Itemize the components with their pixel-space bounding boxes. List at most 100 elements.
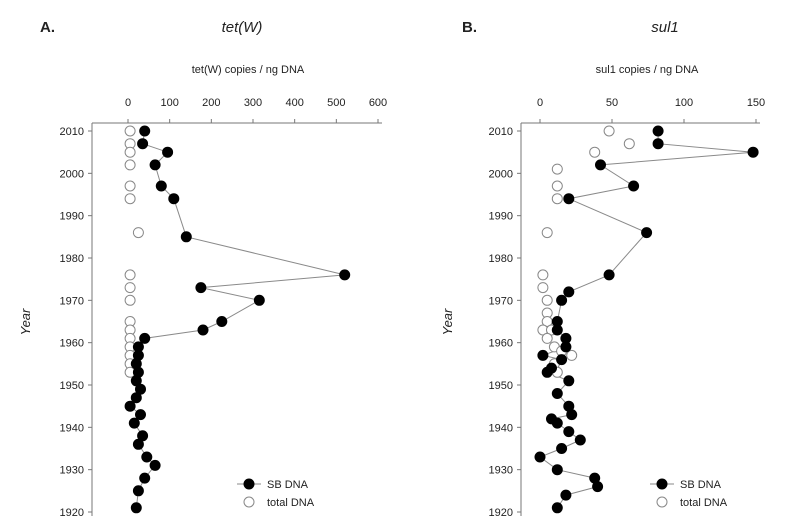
data-point-sb-dna bbox=[629, 181, 639, 191]
data-point-sb-dna bbox=[552, 325, 562, 335]
data-point-total-dna bbox=[125, 194, 135, 204]
x-tick-label: 100 bbox=[160, 97, 178, 109]
data-point-sb-dna bbox=[156, 181, 166, 191]
data-point-total-dna bbox=[567, 350, 577, 360]
data-point-sb-dna bbox=[140, 333, 150, 343]
y-tick-label: 1980 bbox=[60, 253, 84, 265]
panel-b-x-axis-title: sul1 copies / ng DNA bbox=[596, 64, 699, 76]
data-point-sb-dna bbox=[567, 410, 577, 420]
data-point-total-dna bbox=[125, 295, 135, 305]
legend-marker-total-dna bbox=[244, 497, 254, 507]
data-point-sb-dna bbox=[564, 427, 574, 437]
panel-a-letter: A. bbox=[40, 19, 55, 36]
data-point-total-dna bbox=[542, 228, 552, 238]
panel-b-plot: 0 50 100 150 1920 1930 1940 1950 1960 1970 1980 199… bbox=[489, 97, 766, 519]
data-point-sb-dna bbox=[535, 452, 545, 462]
data-point-sb-dna bbox=[133, 439, 143, 449]
y-tick-label: 1940 bbox=[489, 422, 513, 434]
data-point-sb-dna bbox=[150, 460, 160, 470]
data-point-sb-dna bbox=[552, 389, 562, 399]
y-tick-label: 2000 bbox=[60, 168, 84, 180]
y-tick-label: 2010 bbox=[489, 126, 513, 138]
data-point-sb-dna bbox=[552, 418, 562, 428]
data-point-sb-dna bbox=[198, 325, 208, 335]
data-point-sb-dna bbox=[217, 317, 227, 327]
y-tick-label: 2010 bbox=[60, 126, 84, 138]
legend-marker-sb-dna bbox=[244, 479, 254, 489]
data-point-sb-dna bbox=[552, 465, 562, 475]
data-point-total-dna bbox=[125, 147, 135, 157]
data-point-sb-dna bbox=[642, 228, 652, 238]
data-point-sb-dna bbox=[596, 160, 606, 170]
data-point-sb-dna bbox=[169, 194, 179, 204]
data-point-sb-dna bbox=[564, 287, 574, 297]
data-point-sb-dna bbox=[564, 376, 574, 386]
y-tick-label: 1990 bbox=[60, 211, 84, 223]
data-point-sb-dna bbox=[254, 295, 264, 305]
data-point-sb-dna bbox=[593, 482, 603, 492]
data-point-sb-dna bbox=[136, 410, 146, 420]
legend-label-total-dna: total DNA bbox=[680, 497, 728, 509]
x-tick-label: 0 bbox=[537, 97, 543, 109]
y-tick-label: 1920 bbox=[60, 507, 84, 519]
data-point-total-dna bbox=[552, 194, 562, 204]
data-point-total-dna bbox=[552, 181, 562, 191]
data-point-sb-dna bbox=[163, 147, 173, 157]
data-point-total-dna bbox=[604, 126, 614, 136]
y-tick-label: 1930 bbox=[60, 465, 84, 477]
y-tick-label: 1960 bbox=[60, 338, 84, 350]
data-point-total-dna bbox=[590, 147, 600, 157]
data-point-sb-dna bbox=[142, 452, 152, 462]
data-point-sb-dna bbox=[140, 473, 150, 483]
data-point-total-dna bbox=[125, 283, 135, 293]
data-point-sb-dna bbox=[140, 126, 150, 136]
legend-label-total-dna: total DNA bbox=[267, 497, 315, 509]
x-tick-label: 0 bbox=[125, 97, 131, 109]
data-point-sb-dna bbox=[653, 126, 663, 136]
panel-a-title: tet(W) bbox=[222, 19, 263, 36]
data-point-sb-dna bbox=[561, 490, 571, 500]
data-point-sb-dna bbox=[557, 355, 567, 365]
data-point-sb-dna bbox=[604, 270, 614, 280]
data-point-sb-dna bbox=[131, 393, 141, 403]
data-point-sb-dna bbox=[552, 503, 562, 513]
data-point-total-dna bbox=[542, 295, 552, 305]
x-tick-label: 400 bbox=[285, 97, 303, 109]
data-point-sb-dna bbox=[561, 342, 571, 352]
data-point-sb-dna bbox=[653, 139, 663, 149]
data-point-total-dna bbox=[624, 139, 634, 149]
data-point-total-dna bbox=[538, 283, 548, 293]
panel-b-title: sul1 bbox=[651, 19, 679, 36]
data-point-sb-dna bbox=[131, 503, 141, 513]
y-tick-label: 1970 bbox=[489, 295, 513, 307]
data-point-total-dna bbox=[538, 270, 548, 280]
y-tick-label: 1940 bbox=[60, 422, 84, 434]
x-tick-label: 150 bbox=[747, 97, 765, 109]
data-point-sb-dna bbox=[557, 444, 567, 454]
data-point-sb-dna bbox=[557, 295, 567, 305]
legend-marker-total-dna bbox=[657, 497, 667, 507]
y-tick-label: 1930 bbox=[489, 465, 513, 477]
panel-b-letter: B. bbox=[462, 19, 477, 36]
data-point-sb-dna bbox=[542, 367, 552, 377]
y-tick-label: 1980 bbox=[489, 253, 513, 265]
data-point-sb-dna bbox=[181, 232, 191, 242]
data-point-sb-dna bbox=[196, 283, 206, 293]
panel-a-x-axis-title: tet(W) copies / ng DNA bbox=[192, 64, 305, 76]
data-point-sb-dna bbox=[564, 194, 574, 204]
data-point-total-dna bbox=[125, 270, 135, 280]
data-point-sb-dna bbox=[133, 486, 143, 496]
y-tick-label: 1950 bbox=[489, 380, 513, 392]
data-point-sb-dna bbox=[138, 139, 148, 149]
x-tick-label: 100 bbox=[675, 97, 693, 109]
y-tick-label: 2000 bbox=[489, 168, 513, 180]
y-tick-label: 1920 bbox=[489, 507, 513, 519]
data-point-sb-dna bbox=[129, 418, 139, 428]
data-point-total-dna bbox=[125, 181, 135, 191]
y-tick-label: 1960 bbox=[489, 338, 513, 350]
data-point-total-dna bbox=[552, 164, 562, 174]
panel-a-plot: 0 100 200 300 400 500 600 1920 1930 1940 1950 1960 1… bbox=[60, 97, 388, 519]
data-point-total-dna bbox=[125, 160, 135, 170]
data-point-sb-dna bbox=[538, 350, 548, 360]
